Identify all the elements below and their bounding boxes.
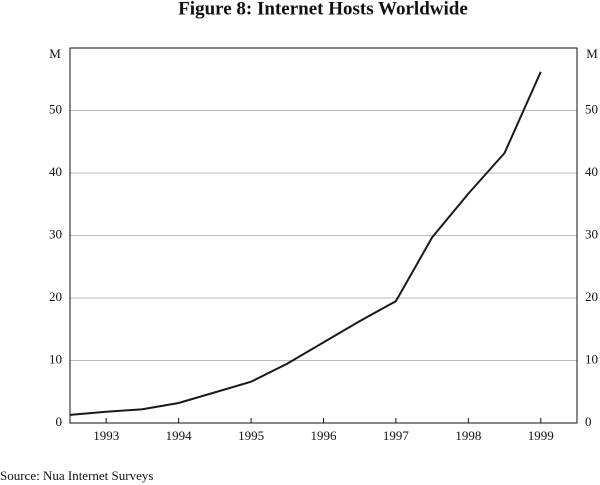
source: Source: Nua Internet Surveys — [0, 468, 153, 483]
y2-tick-label: 20 — [585, 289, 598, 304]
x-tick-label: 1998 — [455, 428, 481, 443]
chart-title: Figure 8: Internet Hosts Worldwide — [178, 0, 468, 19]
y2-tick-label: 50 — [585, 101, 598, 116]
x-tick-label: 1997 — [383, 428, 410, 443]
x-tick-label: 1994 — [166, 428, 193, 443]
y-tick-label: 40 — [49, 164, 62, 179]
y2-tick-label: 0 — [585, 414, 592, 429]
y2-tick-label: 10 — [585, 351, 598, 366]
y-tick-label: 20 — [49, 289, 62, 304]
y-tick-label: 0 — [56, 414, 63, 429]
x-tick-label: 1996 — [311, 428, 338, 443]
x-tick-label: 1993 — [93, 428, 119, 443]
line — [69, 71, 542, 416]
y-unit-left: M — [49, 46, 61, 61]
x-tick-label: 1995 — [238, 428, 264, 443]
y-tick-label: 30 — [49, 226, 62, 241]
y-unit-right: M — [586, 46, 598, 61]
y-tick-label: 10 — [49, 351, 62, 366]
y2-tick-label: 40 — [585, 164, 598, 179]
y2-tick-label: 30 — [585, 226, 598, 241]
x-tick-label: 1999 — [528, 428, 554, 443]
y-tick-label: 50 — [49, 101, 62, 116]
